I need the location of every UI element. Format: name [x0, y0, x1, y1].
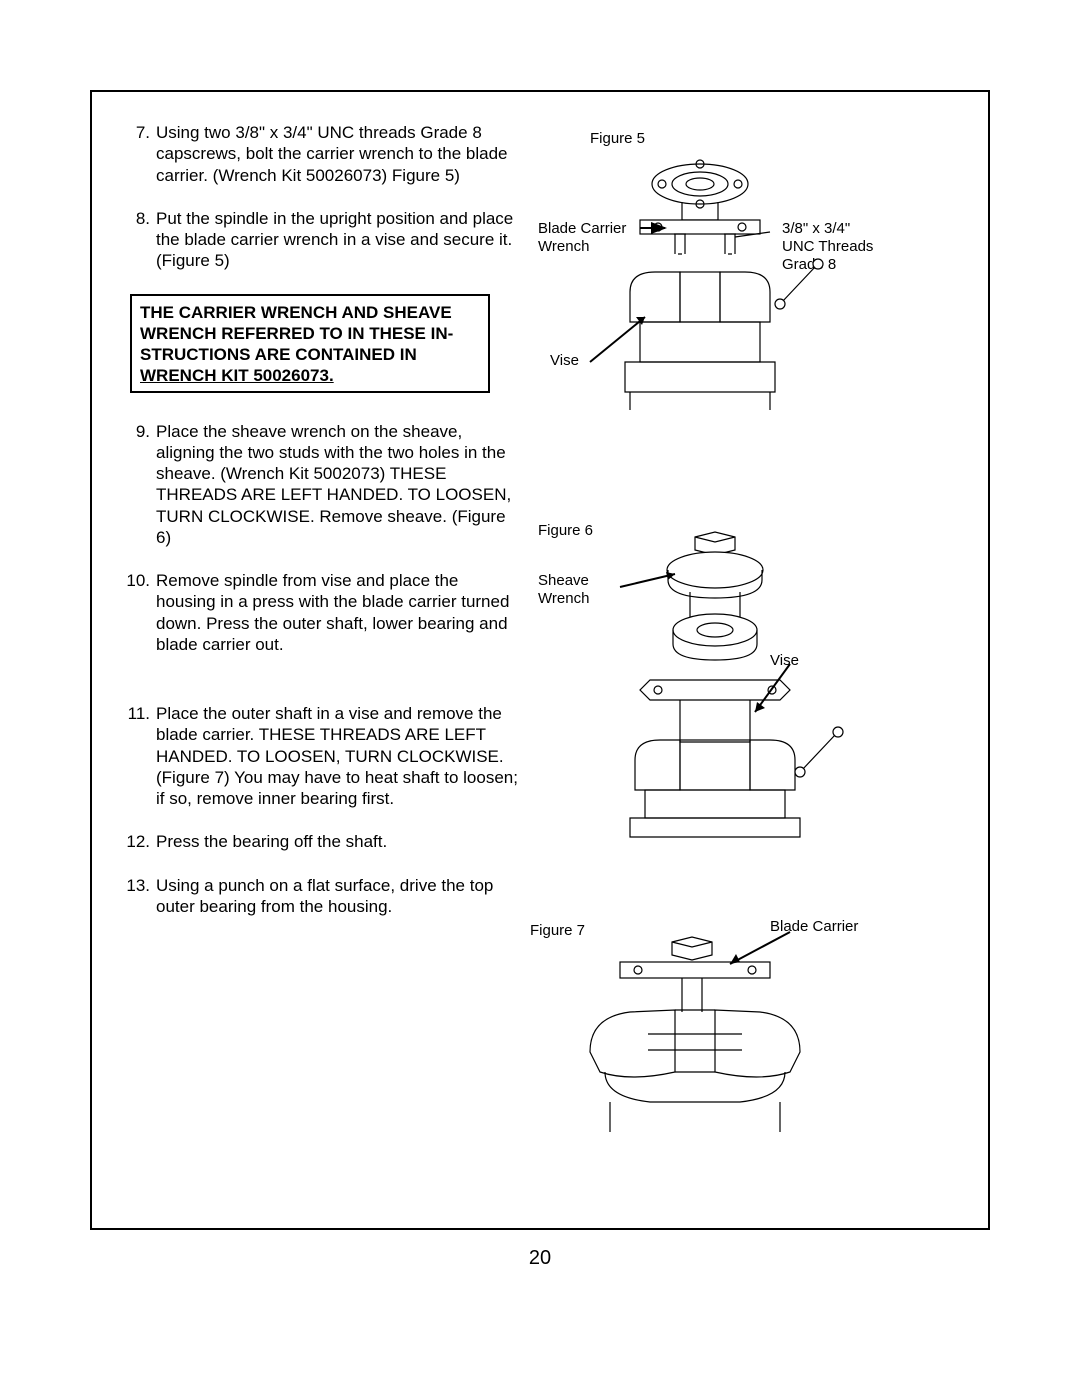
figure-6-diagram: [580, 522, 900, 842]
page-frame: 7. Using two 3/8" x 3/4" UNC threads Gra…: [90, 90, 990, 1230]
page-number: 20: [92, 1247, 988, 1270]
step-text: Using two 3/8" x 3/4" UNC threads Grade …: [156, 122, 520, 186]
step-9: 9. Place the sheave wrench on the sheave…: [120, 421, 520, 549]
figure-5-diagram: [570, 142, 890, 412]
note-box: THE CARRIER WRENCH AND SHEAVE WRENCH REF…: [130, 294, 490, 393]
step-13: 13. Using a punch on a flat surface, dri…: [120, 875, 520, 918]
step-text: Place the sheave wrench on the sheave, a…: [156, 421, 520, 549]
instructions-column: 7. Using two 3/8" x 3/4" UNC threads Gra…: [120, 122, 520, 1208]
step-7: 7. Using two 3/8" x 3/4" UNC threads Gra…: [120, 122, 520, 186]
step-number: 8.: [120, 208, 156, 272]
step-number: 7.: [120, 122, 156, 186]
step-text: Press the bearing off the shaft.: [156, 831, 520, 852]
note-line: STRUCTIONS ARE CONTAINED IN: [140, 344, 480, 365]
step-10: 10. Remove spindle from vise and place t…: [120, 570, 520, 655]
step-8: 8. Put the spindle in the upright positi…: [120, 208, 520, 272]
spacer: [120, 677, 520, 703]
step-number: 12.: [120, 831, 156, 852]
step-text: Using a punch on a flat surface, drive t…: [156, 875, 520, 918]
content-columns: 7. Using two 3/8" x 3/4" UNC threads Gra…: [120, 122, 960, 1208]
step-text: Place the outer shaft in a vise and remo…: [156, 703, 520, 809]
step-12: 12. Press the bearing off the shaft.: [120, 831, 520, 852]
step-text: Remove spindle from vise and place the h…: [156, 570, 520, 655]
note-line-underlined: WRENCH KIT 50026073.: [140, 365, 480, 386]
step-number: 10.: [120, 570, 156, 655]
step-number: 11.: [120, 703, 156, 809]
step-text: Put the spindle in the upright position …: [156, 208, 520, 272]
figure-7-diagram: [560, 922, 880, 1152]
note-line: WRENCH REFERRED TO IN THESE IN-: [140, 323, 480, 344]
figures-column: Figure 5 Blade Carrier Wrench 3/8" x 3/4…: [530, 122, 960, 1208]
step-number: 13.: [120, 875, 156, 918]
step-number: 9.: [120, 421, 156, 549]
step-11: 11. Place the outer shaft in a vise and …: [120, 703, 520, 809]
note-line: THE CARRIER WRENCH AND SHEAVE: [140, 302, 480, 323]
